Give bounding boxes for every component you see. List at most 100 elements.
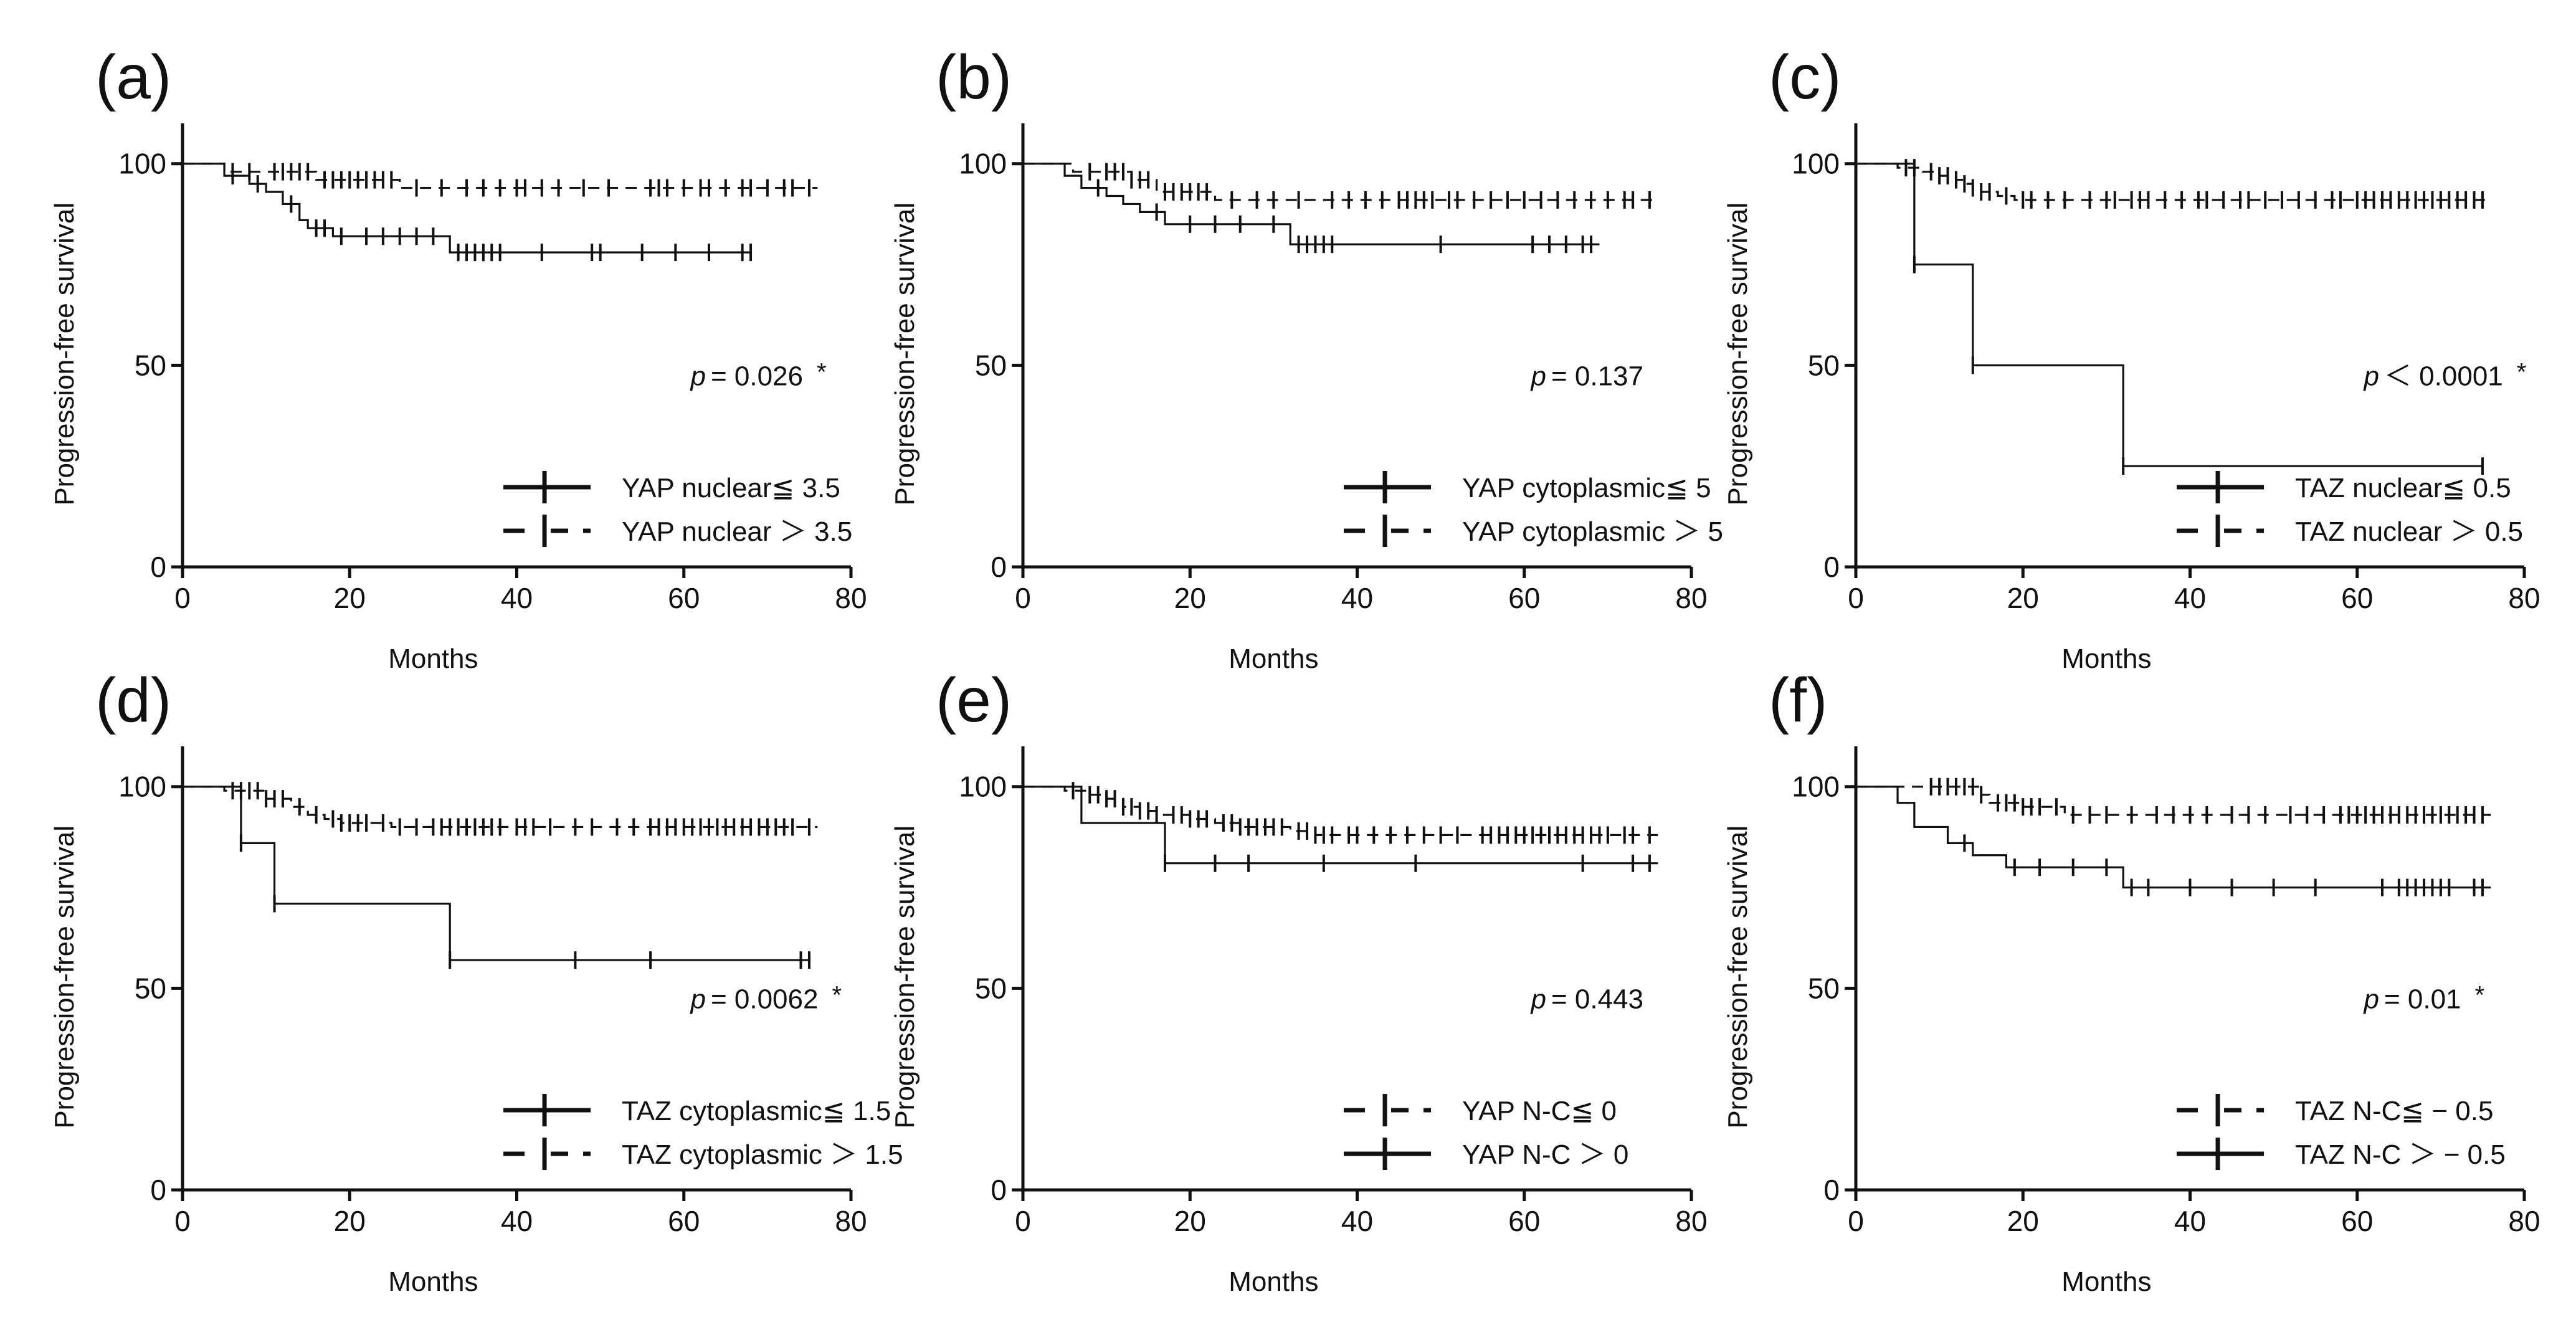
x-tick-label: 0	[1848, 1205, 1864, 1237]
x-tick-label: 20	[1174, 582, 1206, 614]
x-axis-title: Months	[2061, 644, 2151, 674]
km-panel: (c) 0 50 100 0 20 40 60 80 Months Progression-free…	[1723, 42, 2540, 674]
legend-label: YAP cytoplasmic ＞ 5	[1462, 516, 1723, 547]
legend-label: YAP cytoplasmic≦ 5	[1462, 473, 1711, 503]
x-tick-label: 60	[1508, 1205, 1540, 1237]
dashed-survival-curve	[1023, 786, 1658, 836]
legend-label: YAP nuclear ＞ 3.5	[622, 516, 852, 547]
y-tick-label: 0	[991, 551, 1007, 583]
dashed-survival-curve	[1023, 163, 1658, 201]
panel-label: (c)	[1769, 42, 1842, 112]
p-value-text: = 0.0062	[711, 984, 819, 1014]
y-tick-label: 0	[1823, 551, 1840, 583]
solid-survival-curve	[1856, 786, 2491, 889]
solid-survival-curve	[183, 786, 809, 961]
p-value-annotation: p = 0.137	[1529, 361, 1643, 391]
p-value-annotation: p = 0.443	[1529, 984, 1643, 1014]
legend-label: TAZ N-C≦ − 0.5	[2295, 1096, 2493, 1126]
x-axis-title: Months	[388, 644, 478, 674]
x-tick-label: 0	[1848, 582, 1864, 614]
x-tick-label: 0	[174, 582, 191, 614]
km-panel: (e) 0 50 100 0 20 40 60 80 Months Progression-free…	[890, 665, 1708, 1297]
x-tick-label: 80	[1675, 582, 1707, 614]
dashed-survival-curve	[1856, 786, 2491, 816]
y-tick-label: 100	[1792, 148, 1840, 180]
y-tick-label: 50	[1808, 349, 1840, 381]
x-tick-label: 80	[2508, 582, 2540, 614]
significance-star: *	[2517, 358, 2527, 386]
legend-label: TAZ nuclear ＞ 0.5	[2295, 516, 2523, 547]
x-tick-label: 40	[2174, 1205, 2206, 1237]
panel-label: (b)	[936, 42, 1012, 112]
y-axis-title: Progression-free survival	[890, 825, 920, 1129]
p-value-symbol: p	[2362, 984, 2379, 1014]
dashed-survival-curve	[183, 163, 818, 189]
km-panel: (d) 0 50 100 0 20 40 60 80 Months Progression-free…	[49, 665, 903, 1297]
x-tick-label: 80	[835, 582, 867, 614]
solid-survival-curve	[1856, 163, 2483, 467]
y-tick-label: 0	[1823, 1174, 1840, 1206]
x-tick-label: 40	[1341, 582, 1373, 614]
p-value-text: = 0.443	[1551, 984, 1643, 1014]
panel-label: (d)	[95, 665, 171, 735]
significance-star: *	[2475, 981, 2485, 1009]
x-tick-label: 80	[1675, 1205, 1707, 1237]
solid-survival-curve	[183, 163, 751, 254]
x-tick-label: 40	[2174, 582, 2206, 614]
km-panel: (a) 0 50 100 0 20 40 60 80 Months Progression-free…	[49, 42, 867, 674]
solid-survival-curve	[1023, 163, 1600, 245]
y-tick-label: 100	[118, 771, 166, 803]
x-axis-title: Months	[388, 1267, 478, 1297]
x-tick-label: 60	[2341, 1205, 2373, 1237]
p-value-text: = 0.01	[2384, 984, 2461, 1014]
x-tick-label: 40	[1341, 1205, 1373, 1237]
km-panel: (b) 0 50 100 0 20 40 60 80 Months Progression-free…	[890, 42, 1723, 674]
legend-label: YAP N-C ＞ 0	[1462, 1139, 1628, 1170]
x-tick-label: 0	[174, 1205, 191, 1237]
legend-label: TAZ nuclear≦ 0.5	[2295, 473, 2511, 503]
x-tick-label: 20	[2007, 582, 2039, 614]
y-tick-label: 0	[150, 551, 166, 583]
x-tick-label: 20	[2007, 1205, 2039, 1237]
y-tick-label: 50	[135, 349, 166, 381]
p-value-symbol: p	[689, 361, 705, 391]
legend-label: YAP nuclear≦ 3.5	[622, 473, 840, 503]
p-value-symbol: p	[1529, 984, 1546, 1014]
y-axis-title: Progression-free survival	[890, 202, 920, 506]
legend-label: TAZ cytoplasmic ＞ 1.5	[622, 1139, 903, 1170]
dashed-survival-curve	[183, 786, 818, 829]
x-axis-title: Months	[1229, 1267, 1318, 1297]
x-tick-label: 40	[501, 1205, 533, 1237]
p-value-annotation: p = 0.01 *	[2362, 981, 2484, 1014]
solid-survival-curve	[1023, 786, 1658, 865]
legend-label: TAZ N-C ＞ − 0.5	[2295, 1139, 2506, 1170]
p-value-text: = 0.026	[711, 361, 803, 391]
x-tick-label: 40	[501, 582, 533, 614]
y-tick-label: 0	[991, 1174, 1007, 1206]
significance-star: *	[817, 358, 827, 386]
y-tick-label: 100	[959, 771, 1007, 803]
panel-label: (a)	[95, 42, 171, 112]
y-tick-label: 50	[1808, 972, 1840, 1004]
y-tick-label: 50	[135, 972, 166, 1004]
x-tick-label: 0	[1015, 1205, 1031, 1237]
x-tick-label: 60	[2341, 582, 2373, 614]
x-axis-title: Months	[1229, 644, 1318, 674]
x-tick-label: 80	[2508, 1205, 2540, 1237]
dashed-survival-curve	[1856, 163, 2491, 201]
x-tick-label: 60	[668, 1205, 700, 1237]
y-tick-label: 100	[959, 148, 1007, 180]
x-tick-label: 80	[835, 1205, 867, 1237]
p-value-symbol: p	[1529, 361, 1546, 391]
significance-star: *	[832, 981, 842, 1009]
p-value-symbol: p	[2362, 361, 2379, 391]
x-tick-label: 60	[1508, 582, 1540, 614]
x-tick-label: 0	[1015, 582, 1031, 614]
legend-label: YAP N-C≦ 0	[1462, 1096, 1617, 1126]
legend-label: TAZ cytoplasmic≦ 1.5	[622, 1096, 891, 1126]
p-value-text: ＜ 0.0001	[2384, 361, 2503, 391]
y-tick-label: 50	[975, 972, 1007, 1004]
y-axis-title: Progression-free survival	[49, 825, 80, 1129]
y-axis-title: Progression-free survival	[1723, 825, 1753, 1129]
